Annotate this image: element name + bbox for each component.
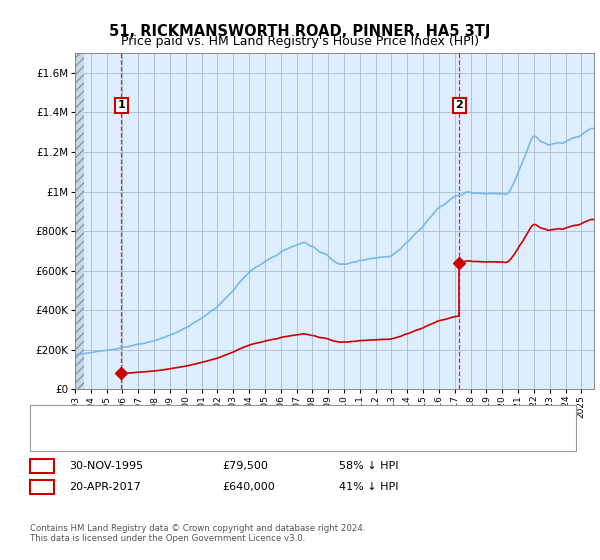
- Text: 20-APR-2017: 20-APR-2017: [69, 482, 141, 492]
- Text: 58% ↓ HPI: 58% ↓ HPI: [339, 461, 398, 471]
- Text: £640,000: £640,000: [222, 482, 275, 492]
- Text: £79,500: £79,500: [222, 461, 268, 471]
- Text: 1: 1: [38, 461, 46, 471]
- Text: 41% ↓ HPI: 41% ↓ HPI: [339, 482, 398, 492]
- Text: 1: 1: [118, 100, 125, 110]
- Bar: [75, 53, 85, 389]
- Text: 30-NOV-1995: 30-NOV-1995: [69, 461, 143, 471]
- Text: 51, RICKMANSWORTH ROAD, PINNER, HA5 3TJ (detached house): 51, RICKMANSWORTH ROAD, PINNER, HA5 3TJ …: [72, 413, 430, 423]
- Text: 2: 2: [455, 100, 463, 110]
- Text: 51, RICKMANSWORTH ROAD, PINNER, HA5 3TJ: 51, RICKMANSWORTH ROAD, PINNER, HA5 3TJ: [109, 24, 491, 39]
- Text: Contains HM Land Registry data © Crown copyright and database right 2024.
This d: Contains HM Land Registry data © Crown c…: [30, 524, 365, 543]
- Text: 2: 2: [38, 482, 46, 492]
- Text: Price paid vs. HM Land Registry's House Price Index (HPI): Price paid vs. HM Land Registry's House …: [121, 35, 479, 48]
- Text: HPI: Average price, detached house, Harrow: HPI: Average price, detached house, Harr…: [72, 433, 318, 443]
